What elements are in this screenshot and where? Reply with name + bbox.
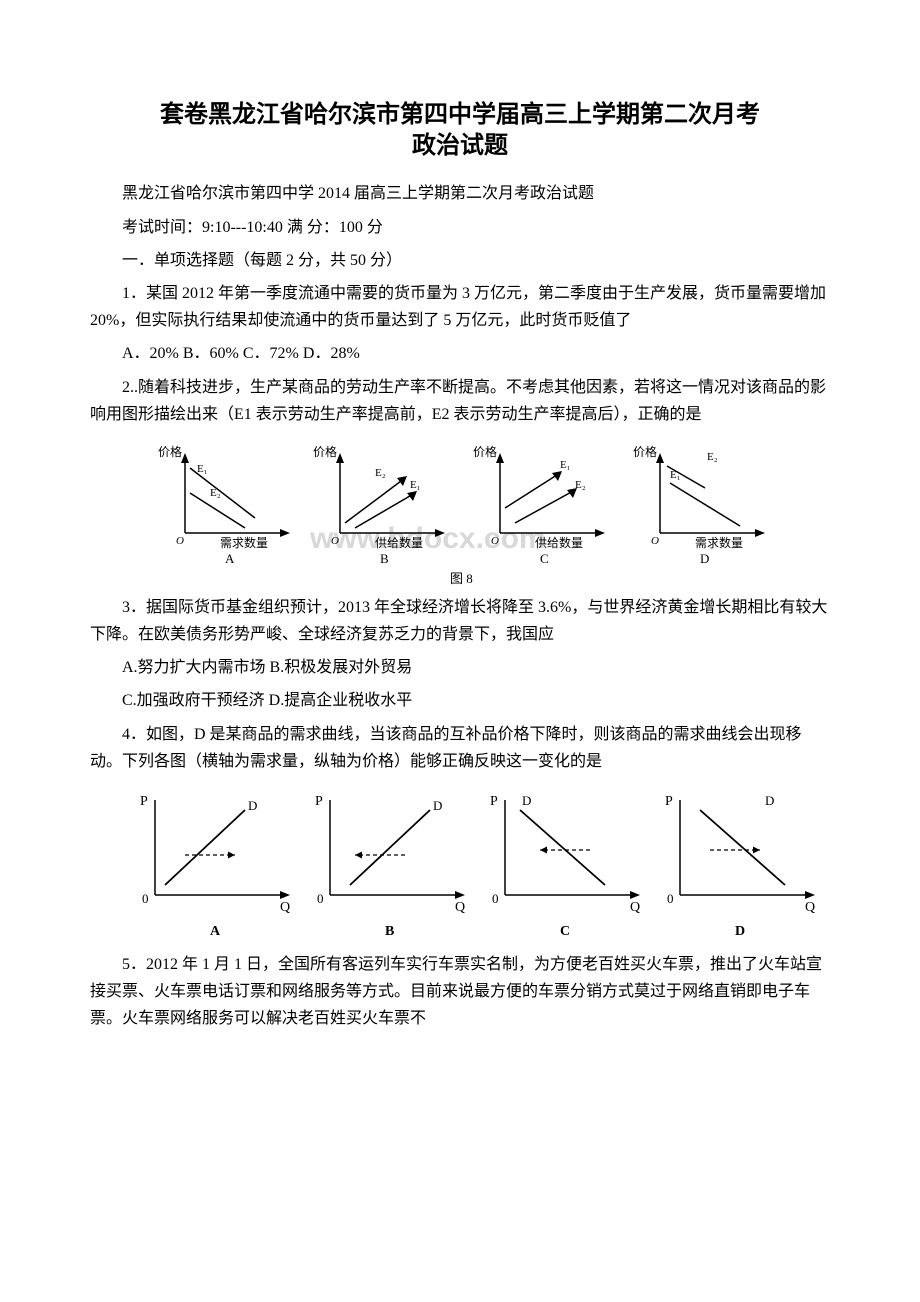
q4-a-origin: 0 [142, 891, 149, 906]
panel-c-origin: O [491, 535, 499, 547]
figure-q4-panel-b: P 0 Q D B [315, 794, 465, 939]
question-3-text: 3．据国际货币基金组织预计，2013 年全球经济增长将降至 3.6%，与世界经济… [90, 594, 830, 648]
figure-8: www.bdocx.com 价格 O E₁ E₂ 需求数量 A 价格 [90, 438, 830, 588]
panel-c-e2: E₂ [575, 479, 586, 491]
title-line-1: 套卷黑龙江省哈尔滨市第四中学届高三上学期第二次月考 [90, 100, 830, 131]
figure-8-caption: 图 8 [450, 571, 473, 586]
subtitle: 黑龙江省哈尔滨市第四中学 2014 届高三上学期第二次月考政治试题 [90, 180, 830, 207]
q4-d-letter: D [735, 924, 745, 939]
panel-a-letter: A [225, 551, 235, 566]
panel-a-e2: E₂ [210, 487, 221, 499]
panel-c-letter: C [540, 551, 549, 566]
panel-b-xlabel: 供给数量 [375, 535, 423, 550]
question-3-options-2: C.加强政府干预经济 D.提高企业税收水平 [90, 687, 830, 714]
question-4-text: 4．如图，D 是某商品的需求曲线，当该商品的互补品价格下降时，则该商品的需求曲线… [90, 721, 830, 775]
q4-a-letter: A [210, 924, 221, 939]
document-page: 套卷黑龙江省哈尔滨市第四中学届高三上学期第二次月考 政治试题 黑龙江省哈尔滨市第… [0, 0, 920, 1099]
q4-c-d: D [522, 793, 531, 808]
figure-8-panel-d: 价格 O E₂ E₁ 需求数量 D [633, 444, 765, 566]
panel-a-ylabel: 价格 [158, 444, 182, 459]
panel-b-ylabel: 价格 [313, 444, 337, 459]
figure-q4-svg: P 0 Q D A P 0 Q [130, 785, 830, 945]
q4-b-letter: B [385, 924, 394, 939]
main-title: 套卷黑龙江省哈尔滨市第四中学届高三上学期第二次月考 政治试题 [90, 100, 830, 162]
panel-a-e1: E₁ [197, 463, 208, 475]
panel-d-e1: E₁ [670, 469, 681, 481]
figure-8-svg: www.bdocx.com 价格 O E₁ E₂ 需求数量 A 价格 [150, 438, 790, 588]
panel-d-origin: O [651, 535, 659, 547]
figure-8-panel-a: 价格 O E₁ E₂ 需求数量 A [158, 444, 290, 566]
panel-d-e2: E₂ [707, 451, 718, 463]
figure-q4-panel-d: P 0 Q D D [665, 793, 815, 939]
q4-b-d: D [433, 798, 442, 813]
question-5-text: 5．2012 年 1 月 1 日，全国所有客运列车实行车票实名制，为方便老百姓买… [90, 951, 830, 1033]
question-1-options: A．20% B．60% C．72% D．28% [90, 340, 830, 367]
exam-time: 考试时间：9:10---10:40 满 分：100 分 [90, 214, 830, 241]
panel-b-e2: E₂ [375, 467, 386, 479]
panel-c-xlabel: 供给数量 [535, 535, 583, 550]
question-1-text: 1．某国 2012 年第一季度流通中需要的货币量为 3 万亿元，第二季度由于生产… [90, 280, 830, 334]
q4-b-origin: 0 [317, 891, 324, 906]
figure-q4-panel-c: P 0 Q D C [490, 793, 640, 939]
q4-a-xlabel: Q [280, 900, 290, 915]
panel-b-origin: O [331, 535, 339, 547]
panel-a-origin: O [176, 535, 184, 547]
q4-d-xlabel: Q [805, 900, 815, 915]
figure-q4: P 0 Q D A P 0 Q [90, 785, 830, 945]
q4-b-ylabel: P [315, 794, 323, 809]
watermark-text: www.bdocx.com [309, 522, 546, 555]
panel-d-letter: D [700, 551, 709, 566]
question-3-options-1: A.努力扩大内需市场 B.积极发展对外贸易 [90, 654, 830, 681]
q4-a-d: D [248, 798, 257, 813]
q4-c-letter: C [560, 924, 570, 939]
figure-q4-panel-a: P 0 Q D A [140, 794, 290, 939]
panel-c-e1: E₁ [560, 459, 571, 471]
q4-d-d: D [765, 793, 774, 808]
q4-a-ylabel: P [140, 794, 148, 809]
q4-c-ylabel: P [490, 794, 498, 809]
question-2-text: 2..随着科技进步，生产某商品的劳动生产率不断提高。不考虑其他因素，若将这一情况… [90, 374, 830, 428]
q4-d-ylabel: P [665, 794, 673, 809]
panel-d-ylabel: 价格 [633, 444, 657, 459]
panel-d-xlabel: 需求数量 [695, 535, 743, 550]
q4-c-xlabel: Q [630, 900, 640, 915]
panel-c-ylabel: 价格 [473, 444, 497, 459]
q4-d-origin: 0 [667, 891, 674, 906]
q4-b-xlabel: Q [455, 900, 465, 915]
panel-b-e1: E₁ [410, 479, 421, 491]
section-one-heading: 一．单项选择题（每题 2 分，共 50 分） [90, 247, 830, 274]
panel-b-letter: B [380, 551, 389, 566]
q4-c-origin: 0 [492, 891, 499, 906]
panel-a-xlabel: 需求数量 [220, 535, 268, 550]
title-line-2: 政治试题 [90, 131, 830, 162]
